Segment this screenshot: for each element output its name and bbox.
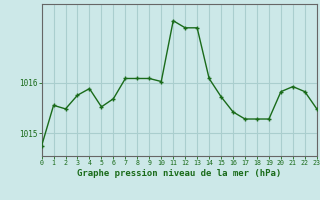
X-axis label: Graphe pression niveau de la mer (hPa): Graphe pression niveau de la mer (hPa) [77, 169, 281, 178]
